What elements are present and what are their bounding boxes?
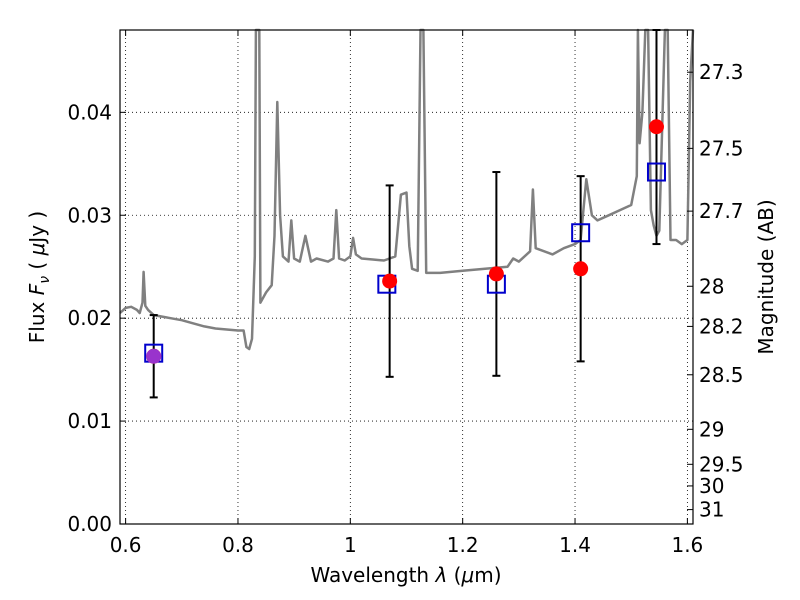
y-tick-label: 0.04 — [67, 100, 112, 124]
y2-tick-label: 27.5 — [699, 136, 744, 160]
y2-tick-label: 28 — [699, 274, 724, 298]
plot-background — [120, 30, 693, 524]
y-axis: 0.00 0.01 0.02 0.03 0.04 — [67, 100, 126, 536]
x-tick-label: 1.6 — [671, 533, 703, 557]
y2-tick-label: 31 — [699, 498, 724, 522]
observed-point — [573, 261, 589, 277]
y2-tick-label: 29.5 — [699, 452, 744, 476]
y2-tick-label: 28.2 — [699, 314, 744, 338]
y-tick-label: 0.02 — [67, 306, 112, 330]
x-tick-label: 0.8 — [222, 533, 254, 557]
y2-axis-title: Magnitude (AB) — [754, 199, 778, 354]
y-tick-label: 0.01 — [67, 409, 112, 433]
y2-tick-label: 28.5 — [699, 363, 744, 387]
model-photometry-square — [571, 223, 591, 243]
y2-tick-label: 29 — [699, 417, 724, 441]
y-tick-label: 0.00 — [67, 512, 112, 536]
observed-points-layer — [146, 119, 664, 364]
y2-tick-label: 30 — [699, 474, 724, 498]
y-tick-label: 0.03 — [67, 203, 112, 227]
y2-tick-label: 27.7 — [699, 199, 744, 223]
observed-point — [382, 273, 398, 289]
plot-frame — [119, 29, 694, 525]
model-photometry-square — [646, 162, 666, 182]
x-tick-label: 0.6 — [110, 533, 142, 557]
x-tick-label: 1.2 — [447, 533, 479, 557]
x-axis-title: Wavelength λ (μm) — [310, 563, 501, 587]
x-tick-label: 1 — [344, 533, 357, 557]
observed-point — [648, 119, 664, 135]
observed-point — [488, 266, 504, 282]
y-axis-title: Flux Fν ( μJy ) — [25, 211, 53, 343]
x-axis: 0.6 0.8 1 1.2 1.4 1.6 — [110, 30, 703, 557]
x-tick-label: 1.4 — [559, 533, 591, 557]
observed-point-overlap — [146, 348, 162, 364]
y2-tick-label: 27.3 — [699, 60, 744, 84]
